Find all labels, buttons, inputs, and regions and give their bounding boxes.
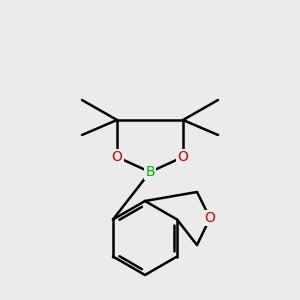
Text: O: O [178,150,188,164]
Text: B: B [145,165,155,179]
Text: O: O [205,211,215,225]
Text: O: O [112,150,122,164]
